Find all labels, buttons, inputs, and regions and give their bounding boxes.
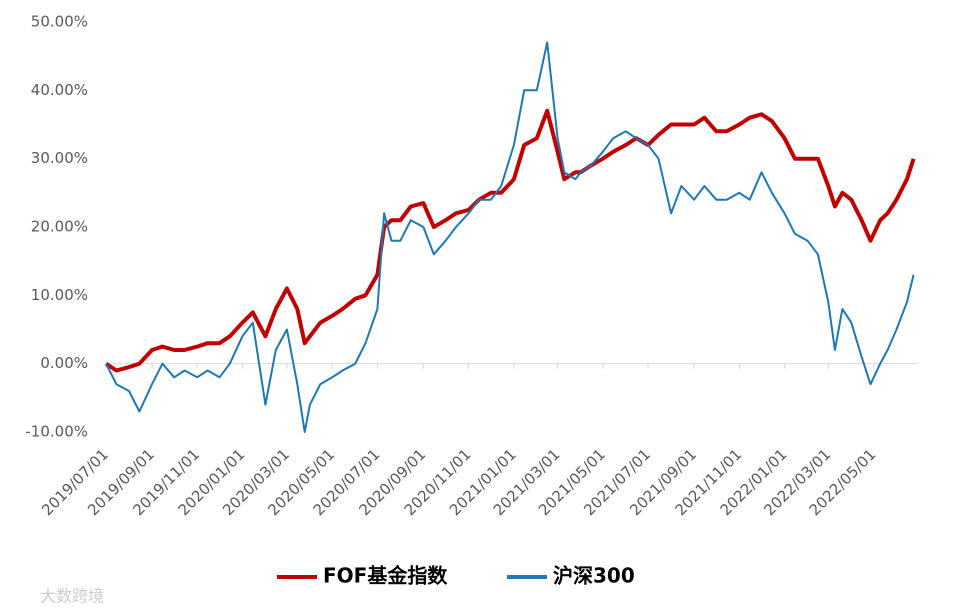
y-tick-label: 50.00% (31, 13, 88, 31)
watermark: 大数跨境 (40, 587, 104, 606)
legend-label: FOF基金指数 (323, 564, 448, 588)
y-tick-label: 20.00% (31, 218, 88, 236)
y-tick-label: -10.00% (25, 423, 88, 441)
y-tick-label: 0.00% (40, 354, 88, 372)
legend-label: 沪深300 (553, 564, 635, 588)
series-line (104, 108, 916, 373)
y-tick-label: 40.00% (31, 81, 88, 99)
y-tick-label: 30.00% (31, 149, 88, 167)
y-tick-label: 10.00% (31, 286, 88, 304)
series-line (105, 41, 915, 433)
